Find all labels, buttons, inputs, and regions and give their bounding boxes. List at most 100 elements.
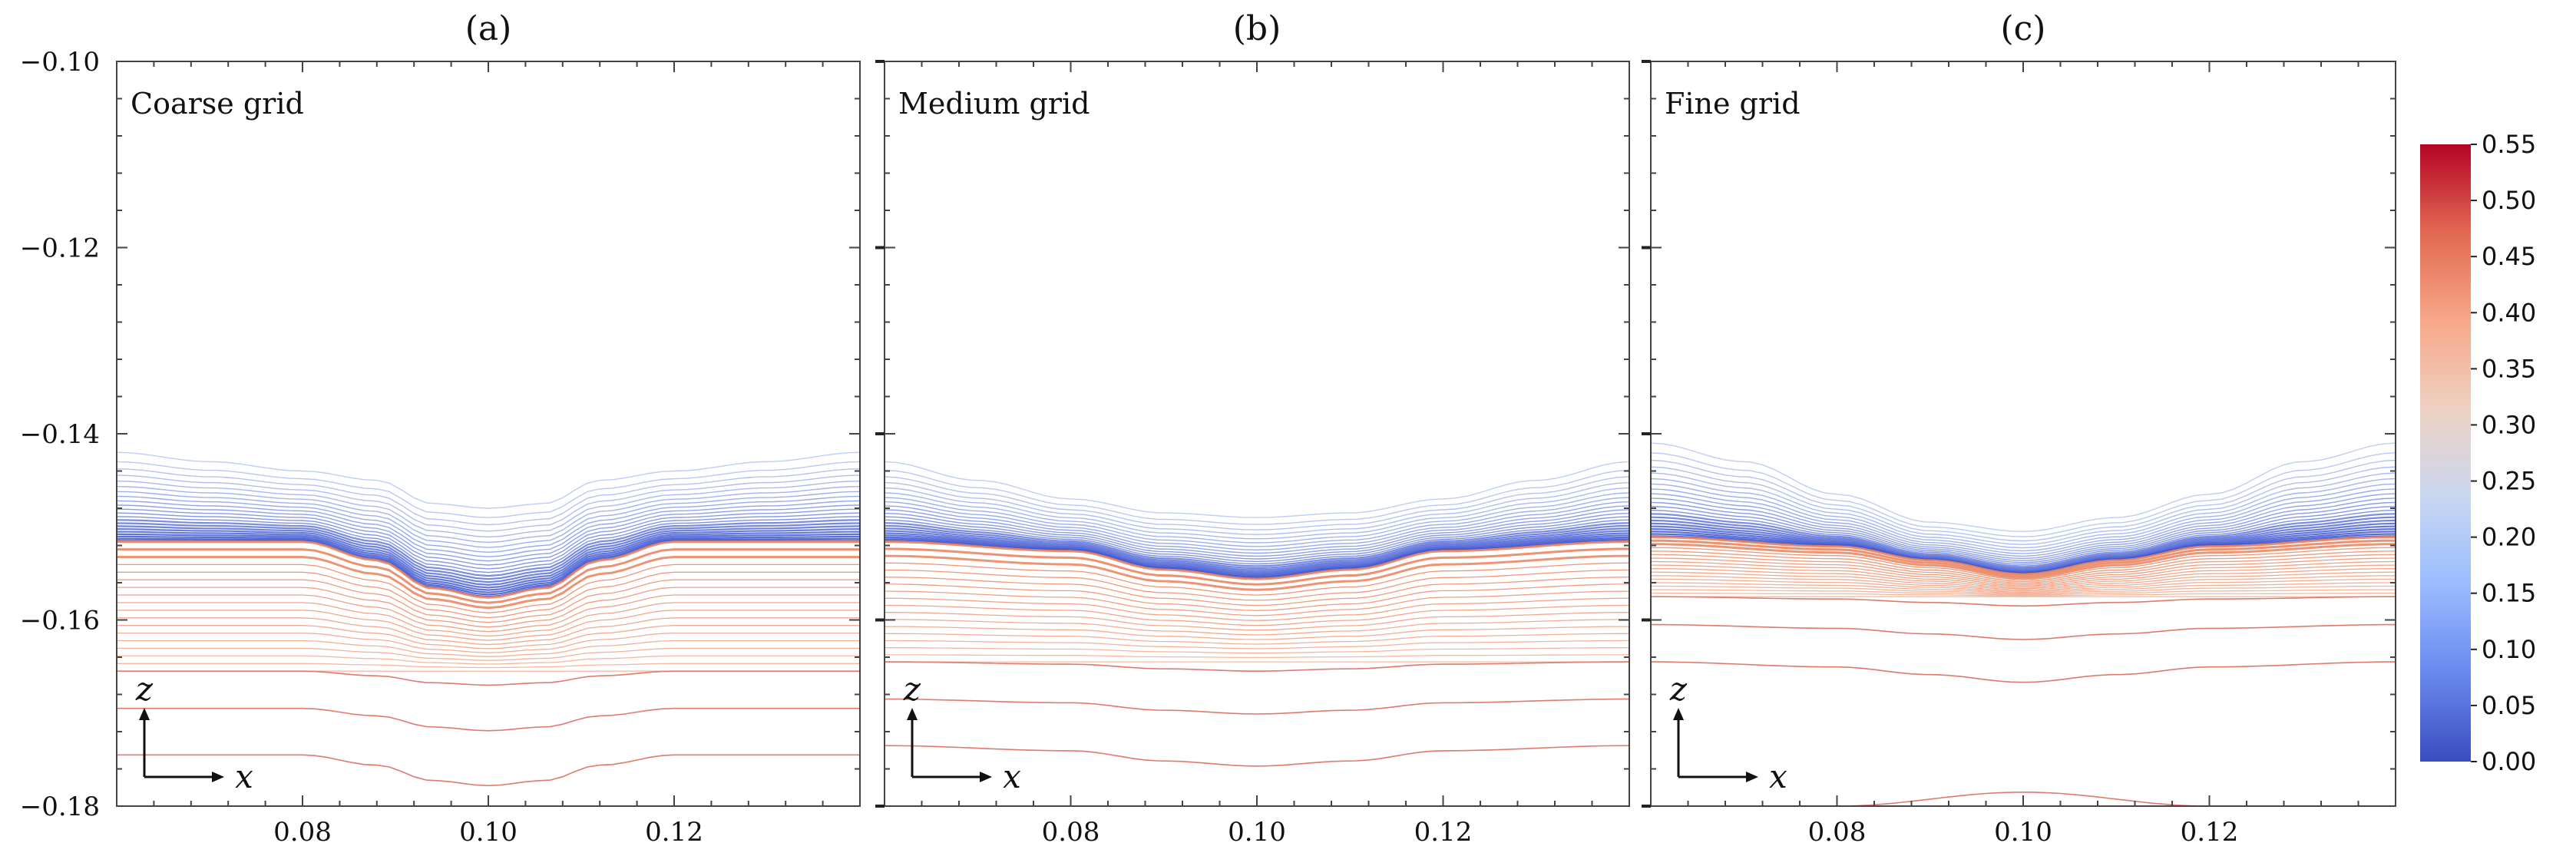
panel-title: (b) bbox=[1233, 9, 1281, 48]
isoline-high bbox=[885, 540, 1629, 580]
grid-annotation: Medium grid bbox=[898, 87, 1090, 121]
isoline-high bbox=[117, 548, 860, 604]
isoline-low bbox=[885, 536, 1629, 577]
isoline-low bbox=[1651, 501, 2396, 564]
isoline-low bbox=[117, 535, 860, 593]
isoline-high bbox=[117, 625, 860, 650]
plot-frame bbox=[884, 61, 1630, 807]
x-tick-label: 0.12 bbox=[2181, 817, 2239, 848]
x-arrow-head bbox=[980, 772, 992, 782]
colorbar-gradient bbox=[2420, 144, 2471, 762]
contour-field bbox=[885, 461, 1629, 767]
isoline-arc bbox=[1837, 792, 2210, 806]
panel-title: (c) bbox=[2001, 9, 2046, 48]
isoline-high bbox=[885, 569, 1629, 601]
isoline-low bbox=[885, 522, 1629, 567]
isoline-low bbox=[117, 486, 860, 544]
isoline-low bbox=[885, 519, 1629, 565]
isoline-low bbox=[1651, 478, 2396, 552]
z-arrow-head bbox=[1673, 708, 1684, 720]
panel-0: (a) 0.08 0.10 0.12 −0.10 −0.12 −0.14 −0.16 −0.18… bbox=[20, 9, 861, 848]
isoline-low bbox=[117, 522, 860, 580]
plot-frame bbox=[116, 61, 861, 807]
isoline-high bbox=[1651, 536, 2396, 576]
isoline-low bbox=[885, 532, 1629, 574]
isoline-high bbox=[1651, 582, 2396, 594]
grid-annotation: Coarse grid bbox=[131, 87, 304, 121]
isoline-low bbox=[117, 474, 860, 532]
isoline-high bbox=[1651, 568, 2396, 590]
isoline-high bbox=[117, 655, 860, 665]
isoline-low bbox=[117, 519, 860, 577]
x-axis-letter: x bbox=[1003, 758, 1021, 795]
isoline-low bbox=[1651, 488, 2396, 557]
z-axis-letter: z bbox=[1669, 670, 1688, 708]
isoline-high bbox=[885, 562, 1629, 596]
isoline-deep bbox=[117, 707, 860, 732]
isoline-high bbox=[885, 547, 1629, 586]
x-tick-label: 0.08 bbox=[273, 817, 332, 848]
isoline-low bbox=[885, 530, 1629, 573]
isoline-low bbox=[117, 480, 860, 538]
x-tick-label: 0.12 bbox=[1414, 817, 1473, 848]
isoline-high bbox=[117, 587, 860, 628]
colorbar-tick-label: 0.15 bbox=[2482, 579, 2536, 608]
isoline-low bbox=[1651, 466, 2396, 546]
isoline-low bbox=[885, 538, 1629, 578]
isoline-low bbox=[885, 492, 1629, 544]
x-tick-label: 0.10 bbox=[1994, 817, 2052, 848]
isoline-low bbox=[117, 531, 860, 589]
z-arrow-head bbox=[907, 708, 918, 720]
isoline-high bbox=[1651, 575, 2396, 592]
isoline-low bbox=[117, 504, 860, 562]
isoline-low bbox=[117, 500, 860, 557]
isoline-low bbox=[885, 512, 1629, 560]
colorbar: 0.55 0.50 0.45 0.40 0.35 0.30 0.25 0.20 0.15 0.10… bbox=[2420, 130, 2536, 776]
isoline-high bbox=[885, 554, 1629, 591]
y-tick-label: −0.16 bbox=[20, 606, 100, 636]
isoline-high bbox=[117, 564, 860, 613]
colorbar-tick-label: 0.50 bbox=[2482, 186, 2536, 215]
isoline-high bbox=[1651, 589, 2396, 596]
isoline-low bbox=[117, 495, 860, 554]
isoline-high bbox=[1651, 585, 2396, 595]
isoline-high bbox=[117, 556, 860, 610]
isoline-low bbox=[1651, 472, 2396, 549]
isoline-low bbox=[1651, 459, 2396, 542]
isoline-high bbox=[1651, 564, 2396, 588]
isoline-low bbox=[1651, 519, 2396, 571]
axes-indicator: xz bbox=[1669, 670, 1787, 795]
y-tick-label: −0.14 bbox=[20, 419, 100, 450]
colorbar-tick-label: 0.35 bbox=[2482, 354, 2536, 383]
isoline-high bbox=[117, 647, 860, 661]
isoline-low bbox=[117, 516, 860, 573]
isoline-high bbox=[885, 640, 1629, 650]
isoline-low bbox=[1651, 497, 2396, 561]
isoline-high bbox=[1651, 560, 2396, 587]
z-arrow-head bbox=[139, 708, 150, 720]
colorbar-tick-label: 0.30 bbox=[2482, 410, 2536, 439]
x-tick-label: 0.10 bbox=[1228, 817, 1286, 848]
isoline-deep bbox=[117, 670, 860, 686]
colorbar-tick-label: 0.10 bbox=[2482, 635, 2536, 664]
isoline-high bbox=[885, 626, 1629, 640]
plot-frame bbox=[1650, 61, 2396, 807]
contour-field bbox=[117, 451, 860, 787]
isoline-high bbox=[117, 663, 860, 669]
colorbar-tick-label: 0.20 bbox=[2482, 523, 2536, 552]
isoline-deep bbox=[885, 661, 1629, 673]
colorbar-tick-label: 0.05 bbox=[2482, 691, 2536, 720]
grid-annotation: Fine grid bbox=[1665, 87, 1801, 121]
isoline-high bbox=[885, 654, 1629, 659]
x-axis-letter: x bbox=[1769, 758, 1787, 795]
isoline-low bbox=[1651, 442, 2396, 533]
axes-indicator: xz bbox=[135, 670, 253, 795]
isoline-low bbox=[885, 501, 1629, 551]
isoline-low bbox=[1651, 452, 2396, 537]
isoline-low bbox=[885, 481, 1629, 535]
isoline-low bbox=[885, 534, 1629, 576]
isoline-deep bbox=[117, 754, 860, 787]
colorbar-tick-label: 0.40 bbox=[2482, 298, 2536, 327]
isoline-low bbox=[1651, 509, 2396, 567]
